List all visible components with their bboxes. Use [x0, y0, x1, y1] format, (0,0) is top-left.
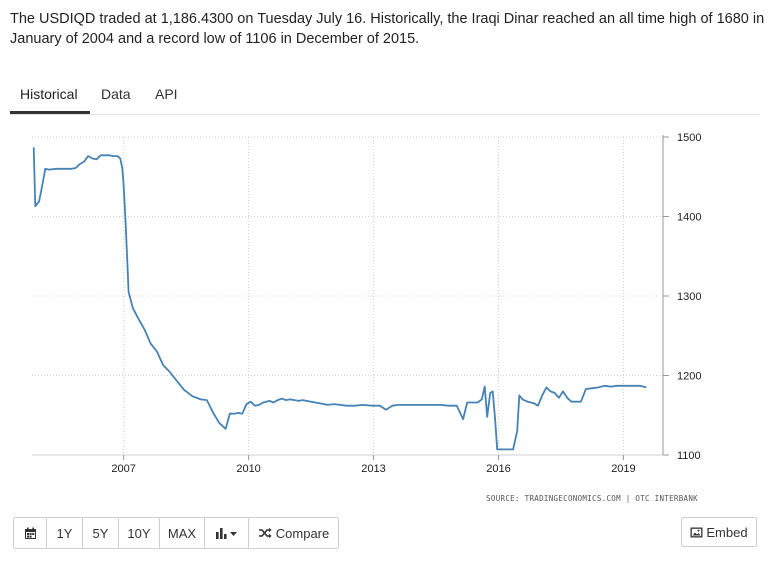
y-tick-label: 1300	[677, 291, 701, 303]
active-tab-underline	[10, 111, 90, 114]
shuffle-icon	[258, 527, 272, 539]
x-tick-label: 2007	[111, 463, 135, 475]
embed-button[interactable]: Embed	[681, 517, 757, 547]
tab-api[interactable]: API	[155, 86, 178, 102]
range-max-button[interactable]: MAX	[160, 518, 205, 548]
series-line	[32, 147, 647, 451]
x-tick-label: 2019	[611, 463, 635, 475]
bar-chart-icon	[215, 528, 237, 539]
tab-bar: Historical Data API	[10, 76, 760, 115]
y-tick-label: 1400	[677, 212, 701, 224]
range-1y-button[interactable]: 1Y	[47, 518, 83, 548]
line-chart: 1100 1200 1300 1400 1500 2007 2010 2013 2016 2019…	[32, 132, 701, 503]
tab-historical[interactable]: Historical	[20, 86, 78, 102]
compare-label: Compare	[275, 525, 330, 541]
chart-toolbar: 1Y 5Y 10Y MAX Compare	[13, 517, 339, 549]
image-icon	[690, 527, 703, 537]
chart-series	[32, 147, 647, 451]
source-attribution: SOURCE: TRADINGECONOMICS.COM | OTC INTER…	[486, 494, 698, 503]
x-tick-label: 2016	[486, 463, 510, 475]
range-10y-button[interactable]: 10Y	[119, 518, 160, 548]
description-text: The USDIQD traded at 1,186.4300 on Tuesd…	[10, 11, 765, 47]
y-tick-label: 1200	[677, 371, 701, 383]
chart-ticks: 1100 1200 1300 1400 1500 2007 2010 2013 2016 2019	[111, 132, 701, 475]
y-tick-label: 1500	[677, 132, 701, 144]
chart-grid	[32, 135, 669, 460]
range-5y-button[interactable]: 5Y	[83, 518, 119, 548]
chart-type-button[interactable]	[205, 518, 249, 548]
tab-data[interactable]: Data	[101, 86, 131, 102]
calendar-icon	[24, 527, 36, 539]
compare-button[interactable]: Compare	[249, 518, 338, 548]
calendar-button[interactable]	[14, 518, 47, 548]
x-tick-label: 2010	[236, 463, 260, 475]
x-tick-label: 2013	[361, 463, 385, 475]
embed-label: Embed	[706, 524, 748, 540]
caret-down-icon	[229, 532, 237, 536]
y-tick-label: 1100	[677, 450, 701, 462]
